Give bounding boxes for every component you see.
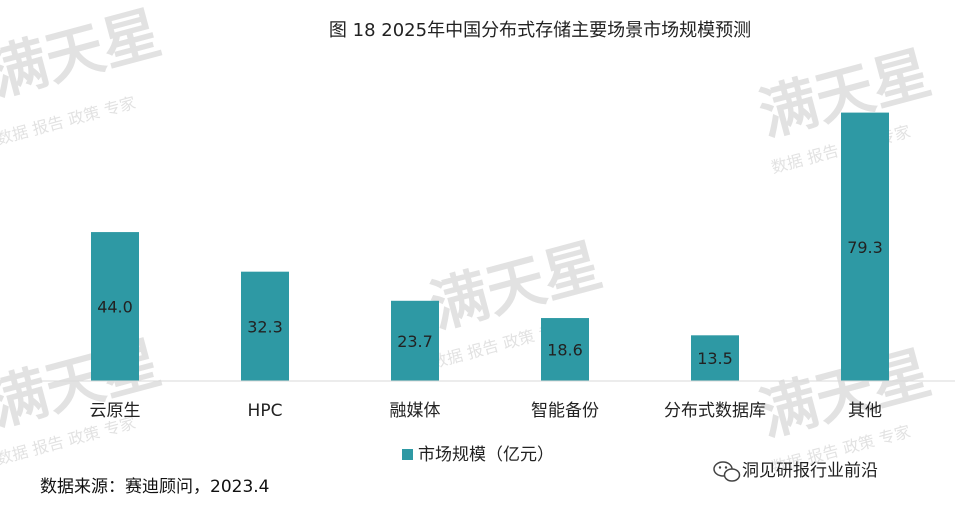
legend: 市场规模（亿元） [402,445,554,465]
category-label: HPC [248,401,283,421]
bar-value-label: 18.6 [547,341,583,360]
bars: 44.0 32.3 23.7 18.6 13.5 79.3 [91,112,889,381]
x-axis-labels: 云原生 HPC 融媒体 智能备份 分布式数据库 其他 [90,401,883,421]
bar-value-label: 23.7 [397,332,433,351]
bar [91,232,139,381]
category-label: 分布式数据库 [664,401,766,421]
watermark: 满天星 数据 报告 政策 专家 满天星 数据 报告 政策 专家 满天星 数据 报… [0,0,938,477]
legend-label: 市场规模（亿元） [418,445,554,465]
svg-text:满天星: 满天星 [0,0,168,109]
bar [241,271,289,381]
bar [691,335,739,381]
category-label: 融媒体 [390,401,441,421]
wechat-icon [713,461,741,482]
category-label: 其他 [848,401,882,421]
svg-text:满天星: 满天星 [0,328,168,439]
bar [391,300,439,381]
bar-value-label: 13.5 [697,349,733,368]
bar-value-label: 32.3 [247,317,283,336]
bar-value-label: 44.0 [97,298,133,317]
source-note: 数据来源：赛迪顾问，2023.4 [40,476,269,497]
bar [841,112,889,381]
legend-swatch [402,449,413,460]
brand-name: 洞见研报行业前沿 [742,461,878,481]
bar-value-label: 79.3 [847,238,883,257]
category-label: 智能备份 [531,401,599,421]
brand-mark: 洞见研报行业前沿 [713,461,878,482]
chart-title: 图 18 2025年中国分布式存储主要场景市场规模预测 [329,20,751,41]
bar [541,318,589,381]
category-label: 云原生 [90,401,141,421]
